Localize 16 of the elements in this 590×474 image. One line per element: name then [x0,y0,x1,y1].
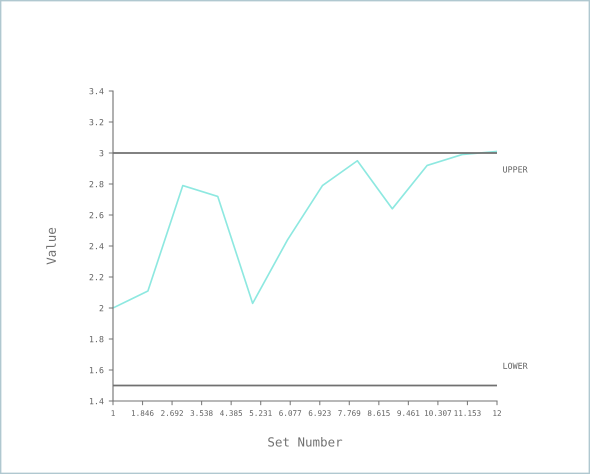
y-tick-label: 3.2 [89,119,104,126]
x-axis-title: Set Number [268,436,342,447]
y-tick-label: 2.4 [90,243,104,250]
y-tick-label: 2.6 [90,212,104,218]
y-tick-label: 1.4 [90,398,104,404]
ref-line-label: UPPER [503,166,528,173]
line-series [113,150,497,309]
y-tick-label: 3 [100,150,104,156]
y-tick-label: 3.4 [89,88,104,94]
ref-line-label: LOWER [503,362,528,369]
y-tick-label: 2.2 [90,274,104,280]
y-tick-label: 2 [100,305,104,312]
y-axis-title: Value [46,228,56,264]
y-tick-label: 1.8 [90,336,104,342]
y-tick-label: 2.8 [90,181,104,188]
y-tick-label: 1.6 [90,367,104,374]
